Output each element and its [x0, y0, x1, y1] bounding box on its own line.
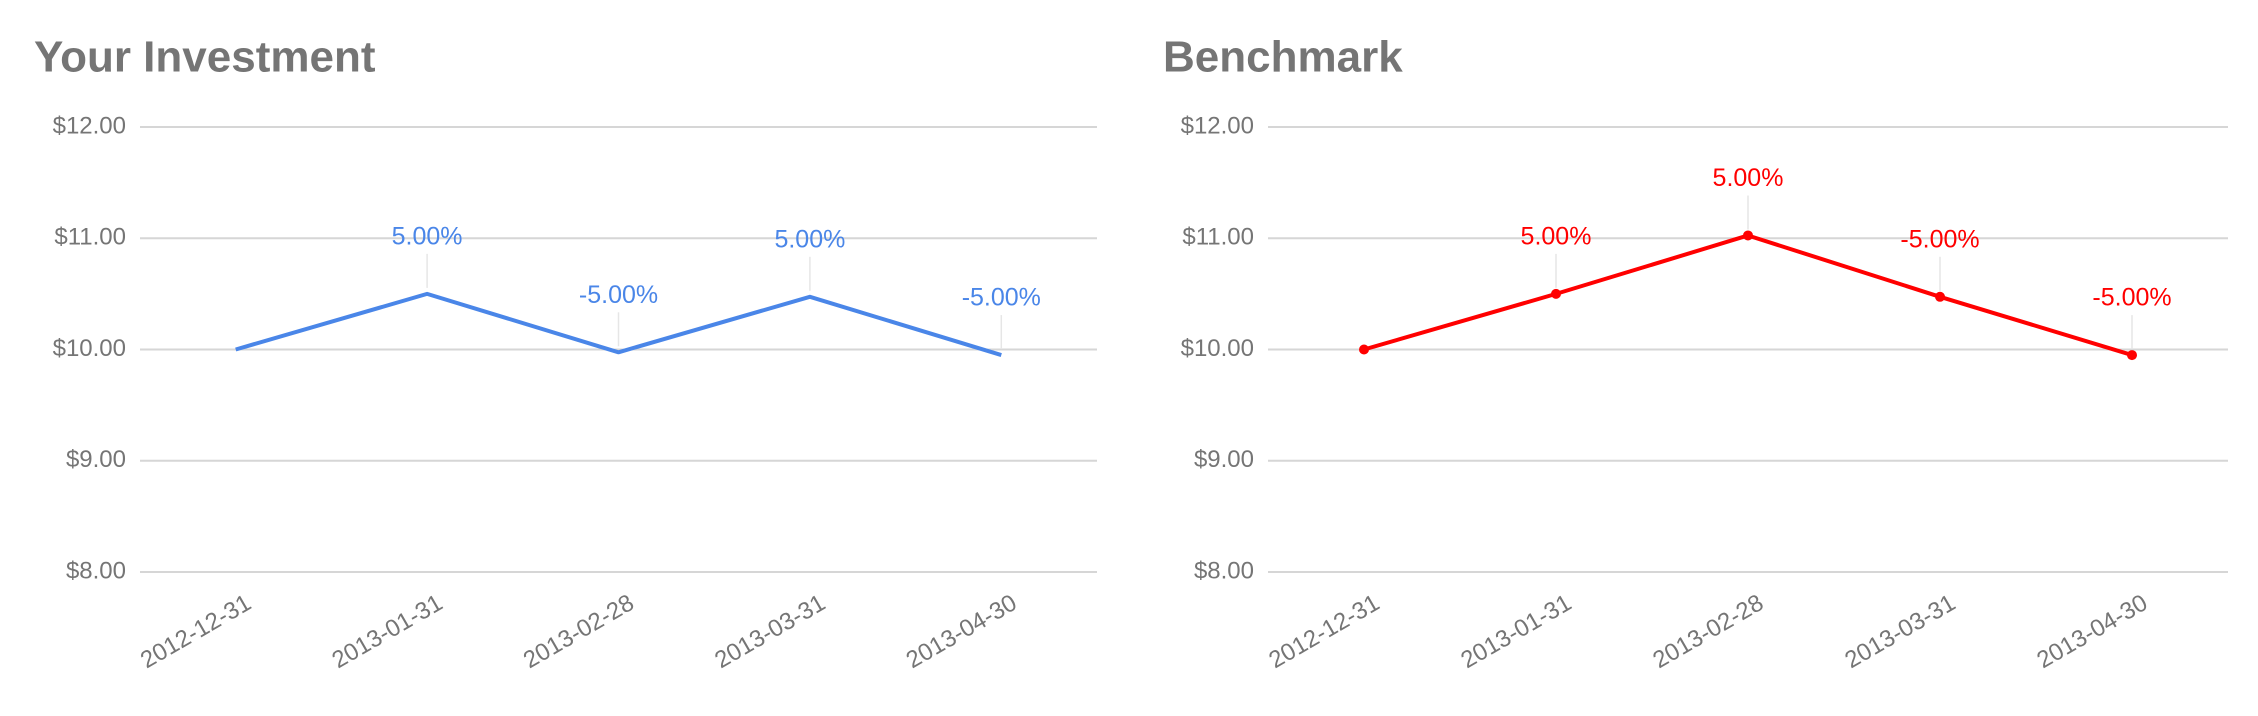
point-marker	[1359, 344, 1369, 355]
x-tick-label: 2013-02-28	[519, 589, 639, 674]
point-marker	[2127, 350, 2137, 361]
x-tick-label: 2013-04-30	[902, 589, 1022, 674]
y-tick-label: $11.00	[1182, 224, 1254, 251]
y-tick-label: $11.00	[54, 224, 126, 251]
data-label: -5.00%	[1900, 225, 1979, 253]
data-label: -5.00%	[579, 281, 658, 309]
x-tick-label: 2012-12-31	[136, 589, 256, 674]
y-tick-label: $12.00	[53, 112, 126, 139]
chart-title: Benchmark	[1163, 33, 1403, 82]
series-line	[1363, 233, 2133, 357]
point-marker	[1743, 230, 1753, 241]
point-marker	[1935, 291, 1945, 302]
y-tick-label: $8.00	[66, 557, 126, 584]
x-tick-label: 2012-12-31	[1264, 589, 1384, 674]
x-tick-label: 2013-02-28	[1648, 589, 1768, 674]
y-tick-label: $9.00	[1194, 446, 1254, 473]
x-tick-label: 2013-03-31	[1840, 589, 1960, 674]
data-label: -5.00%	[2092, 284, 2171, 312]
y-tick-label: $9.00	[66, 446, 126, 473]
y-tick-label: $12.00	[1181, 112, 1254, 139]
data-label: 5.00%	[774, 225, 845, 253]
data-label: 5.00%	[1713, 164, 1784, 192]
y-tick-label: $8.00	[1194, 557, 1254, 584]
series-line	[235, 291, 1002, 357]
data-label: 5.00%	[392, 222, 463, 250]
data-label: 5.00%	[1521, 222, 1592, 250]
x-tick-label: 2013-01-31	[327, 589, 447, 674]
x-tick-label: 2013-04-30	[2032, 589, 2152, 674]
y-tick-label: $10.00	[53, 335, 126, 362]
point-marker	[1551, 288, 1561, 299]
chart-panel: Benchmark $8.00 $9.00 $10.00 $11.00 $12.00 201…	[1163, 33, 2228, 674]
data-label: -5.00%	[962, 284, 1041, 312]
x-tick-label: 2013-01-31	[1456, 589, 1576, 674]
x-tick-label: 2013-03-31	[710, 589, 830, 674]
chart-panel: Your Investment $8.00 $9.00 $10.00 $11.00 $12…	[34, 33, 1097, 674]
chart-title: Your Investment	[34, 33, 376, 82]
y-tick-label: $10.00	[1181, 335, 1254, 362]
